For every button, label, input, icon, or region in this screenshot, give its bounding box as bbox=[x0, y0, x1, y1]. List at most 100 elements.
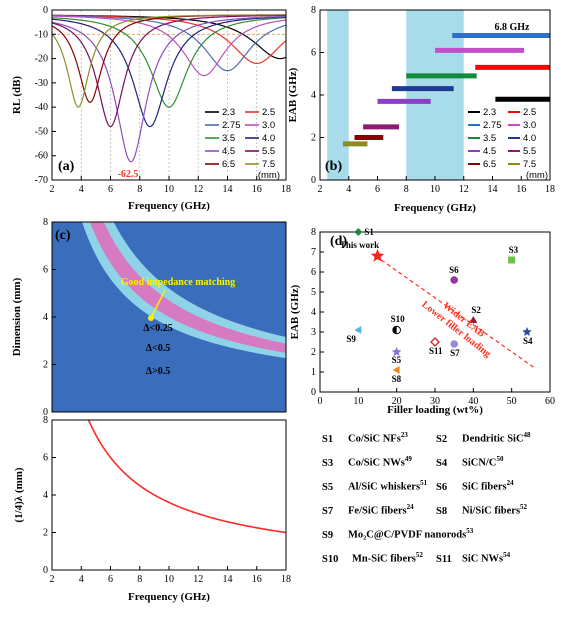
panel-b-xtick-label: 8 bbox=[404, 184, 409, 195]
panel-q-xtick-label: 12 bbox=[193, 574, 203, 585]
reference-name: Al/SiC whiskers bbox=[348, 481, 421, 493]
panel-q-xtick-label: 14 bbox=[223, 574, 233, 585]
panel-b-ytick-label: 8 bbox=[311, 5, 316, 16]
panel-b-xtick-label: 16 bbox=[516, 184, 526, 195]
panel-c-region-rest: Δ>0.5 bbox=[146, 366, 170, 377]
panel-q-xlabel: Frequency (GHz) bbox=[128, 591, 210, 603]
panel-d-point-s2 bbox=[469, 316, 478, 323]
panel-c-match-annotation: Good impedance matching bbox=[121, 277, 235, 288]
panel-d-xtick-label: 10 bbox=[353, 396, 363, 407]
panel-a-ytick-label: -10 bbox=[35, 29, 48, 40]
panel-a-xtick-label: 8 bbox=[137, 184, 142, 195]
panel-a-xtick-label: 12 bbox=[193, 184, 203, 195]
panel-a-ytick-label: 0 bbox=[43, 5, 48, 16]
reference-entry-s10: S10 Mn-SiC fibers52 bbox=[322, 551, 423, 565]
panel-b-eab-bar-7-5 bbox=[343, 141, 368, 147]
panel-b-legend-label: 5.5 bbox=[523, 146, 536, 157]
panel-c-ytick-label: 4 bbox=[43, 312, 48, 323]
reference-name: Dendritic SiC bbox=[462, 433, 524, 445]
panel-a-xtick-label: 18 bbox=[281, 184, 291, 195]
panel-b-ytick-label: 0 bbox=[311, 175, 316, 186]
panel-a-legend-label: 7.5 bbox=[262, 159, 275, 170]
panel-c-impedance-map: 0 2 4 6 8 Dimension (mm) (c) Δ<0.25 Δ<0.5 Δ>… bbox=[11, 217, 287, 418]
panel-d-point-s7 bbox=[450, 340, 458, 348]
panel-a-curve-2-5 bbox=[52, 14, 286, 65]
reference-name: SiC fibers bbox=[462, 481, 507, 493]
panel-d-ytick-label: 5 bbox=[311, 287, 316, 298]
panel-d-point-label: S1 bbox=[364, 227, 374, 237]
panel-b-legend-label: 3.5 bbox=[483, 133, 496, 144]
reference-id: S8 bbox=[436, 505, 448, 517]
panel-b-legend-label: 4.5 bbox=[483, 146, 496, 157]
panel-c-match-arrow bbox=[151, 289, 166, 317]
panel-b-legend-label: 6.5 bbox=[483, 159, 496, 170]
panel-d-point-s5 bbox=[391, 347, 402, 357]
panel-b-ytick-label: 2 bbox=[311, 133, 316, 144]
panel-b-xlabel: Frequency (GHz) bbox=[394, 202, 476, 214]
panel-b-label: (b) bbox=[325, 159, 342, 174]
reference-citation: 24 bbox=[406, 503, 414, 511]
reference-id: S5 bbox=[322, 481, 334, 493]
panel-a-curve-2-75 bbox=[52, 15, 286, 72]
reference-id: S1 bbox=[322, 433, 334, 445]
panel-q-ylabel: (1/4)λ (mm) bbox=[13, 467, 25, 523]
panel-d-point-s10-fill bbox=[392, 326, 397, 334]
reference-citation: 24 bbox=[506, 479, 514, 487]
panel-a-legend-unit: (mm) bbox=[258, 170, 280, 181]
panel-b-xtick-label: 2 bbox=[318, 184, 323, 195]
panel-q-ytick-label: 2 bbox=[43, 528, 48, 539]
panel-a-xlabel: Frequency (GHz) bbox=[128, 200, 210, 212]
panel-b-eab-bar-2-75 bbox=[452, 33, 550, 38]
panel-b-eab-bar-5-5 bbox=[363, 124, 400, 130]
reference-citation: 53 bbox=[466, 527, 474, 535]
panel-a-xtick-label: 14 bbox=[223, 184, 233, 195]
reference-entry-s4: S4 SiCN/C50 bbox=[436, 455, 503, 469]
panel-c-ylabel: Dimension (mm) bbox=[11, 277, 23, 356]
panel-b-eab-bar-3-0 bbox=[435, 47, 525, 53]
reference-name: Fe/SiC fibers bbox=[348, 505, 407, 517]
panel-a-xtick-label: 16 bbox=[252, 184, 262, 195]
panel-q-ytick-label: 4 bbox=[43, 490, 48, 501]
panel-d-point-s6 bbox=[450, 276, 458, 284]
panel-q-xtick-label: 10 bbox=[164, 574, 174, 585]
panel-q-ytick-label: 8 bbox=[43, 415, 48, 426]
panel-q-xtick-label: 18 bbox=[281, 574, 291, 585]
reference-name: Ni/SiC fibers bbox=[462, 505, 521, 517]
panel-d-trend-line bbox=[380, 259, 536, 369]
reference-citation: 23 bbox=[400, 431, 408, 439]
reference-name: Co/SiC NFs bbox=[348, 433, 401, 445]
panel-a-xtick-label: 4 bbox=[79, 184, 84, 195]
panel-d-point-this-work bbox=[370, 249, 385, 262]
reference-id: S4 bbox=[436, 457, 448, 469]
panel-b-eab-bar-4-5 bbox=[377, 98, 431, 104]
panel-d-point-label: S11 bbox=[429, 346, 443, 356]
reference-citation: 54 bbox=[503, 551, 511, 559]
panel-d-ytick-label: 8 bbox=[311, 227, 316, 238]
panel-b-eab-bar-2-3 bbox=[495, 96, 550, 102]
reference-id: S6 bbox=[436, 481, 448, 493]
panel-d-point-label: S7 bbox=[450, 348, 460, 358]
panel-c-ytick-label: 0 bbox=[43, 407, 48, 418]
panel-d-point-label: S5 bbox=[392, 355, 402, 365]
panel-a-curve-3-0 bbox=[52, 15, 286, 77]
panel-c-region-outer: Δ<0.5 bbox=[146, 343, 170, 354]
reference-entry-s5: S5 Al/SiC whiskers51 bbox=[322, 479, 427, 493]
panel-a-curve-3-5 bbox=[52, 17, 286, 108]
reference-citation: 51 bbox=[420, 479, 428, 487]
panel-a-ytick-label: -70 bbox=[35, 175, 48, 186]
reference-entry-s2: S2 Dendritic SiC48 bbox=[436, 431, 531, 445]
panel-d-label: (d) bbox=[330, 234, 347, 249]
panel-d-xtick-label: 0 bbox=[318, 396, 323, 407]
panel-c-region-inner: Δ<0.25 bbox=[143, 323, 172, 334]
panel-b-xtick-label: 18 bbox=[545, 184, 555, 195]
reference-id: S9 bbox=[322, 529, 334, 541]
panel-d-ytick-label: 4 bbox=[311, 307, 316, 318]
panel-b-xtick-label: 6 bbox=[375, 184, 380, 195]
panel-b-ytick-label: 4 bbox=[311, 90, 316, 101]
panel-b-eab-bar-4-0 bbox=[391, 86, 454, 92]
reference-entry-s6: S6 SiC fibers24 bbox=[436, 479, 514, 493]
reference-name: SiC NWs bbox=[462, 553, 504, 565]
